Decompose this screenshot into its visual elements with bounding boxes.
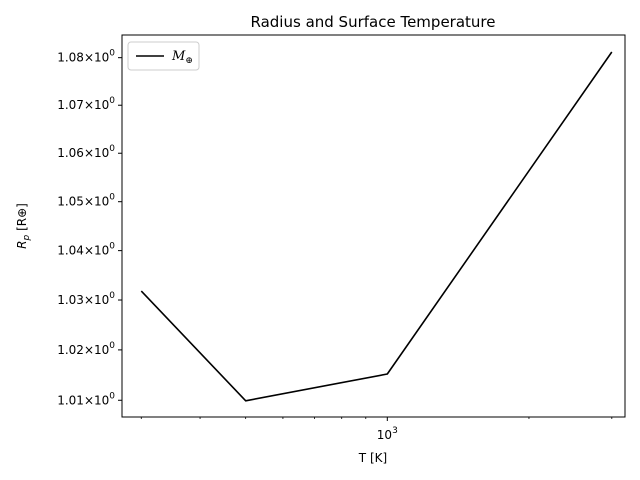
y-tick-label: 1.02×100 [57, 341, 115, 357]
series-layer [140, 51, 613, 402]
ticks-layer: 103 1.01×100 1.02×100 1.03×100 1.04×100 1.05×… [57, 49, 613, 442]
y-axis-label: Rp [R⊕] [15, 203, 32, 249]
series-line [140, 51, 613, 402]
chart-title: Radius and Surface Temperature [251, 13, 496, 31]
y-tick-label: 1.07×100 [57, 96, 115, 112]
y-tick-label: 1.04×100 [57, 242, 115, 258]
y-tick-label: 1.01×100 [57, 391, 115, 407]
y-tick-label: 1.08×100 [57, 49, 115, 65]
y-tick-label: 1.05×100 [57, 193, 115, 209]
legend-entry-label: M⊕ [171, 49, 193, 66]
y-tick-label: 1.03×100 [57, 291, 115, 307]
y-tick-label: 1.06×100 [57, 144, 115, 160]
x-axis-label: T [K] [358, 451, 387, 465]
x-tick-label: 103 [377, 426, 398, 442]
plot-area-frame [121, 34, 626, 418]
legend: M⊕ [127, 41, 200, 71]
